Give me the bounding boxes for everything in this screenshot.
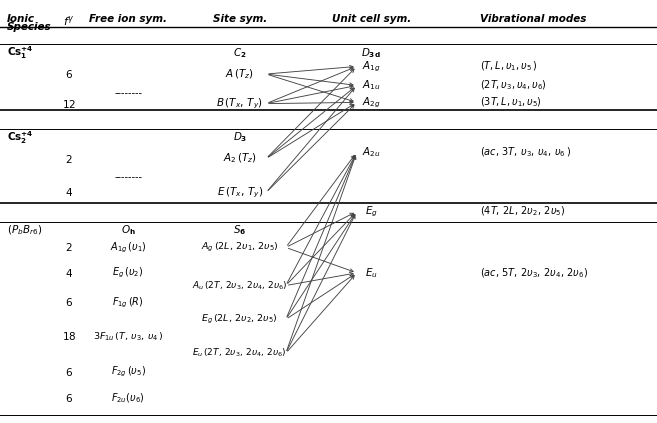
Text: $\mathit{F_{2u}(\upsilon_6)}$: $\mathit{F_{2u}(\upsilon_6)}$	[111, 392, 145, 405]
Text: $\mathit{E_g\,(\upsilon_2)}$: $\mathit{E_g\,(\upsilon_2)}$	[112, 266, 144, 280]
Text: $\mathit{A_2\,(T_z)}$: $\mathit{A_2\,(T_z)}$	[223, 152, 257, 165]
Text: $\mathit{f}^{\mathit{\gamma}}$: $\mathit{f}^{\mathit{\gamma}}$	[63, 14, 75, 28]
Text: $\mathbf{\mathit{D}_3}$: $\mathbf{\mathit{D}_3}$	[233, 131, 247, 144]
Text: $\mathit{E_g\,(2L,\,2\upsilon_2,\,2\upsilon_5)}$: $\mathit{E_g\,(2L,\,2\upsilon_2,\,2\upsi…	[202, 313, 278, 326]
Text: $\mathbf{\mathit{D}_{3d}}$: $\mathbf{\mathit{D}_{3d}}$	[361, 46, 381, 60]
Text: $(T, L, \upsilon_1, \upsilon_5\,)$: $(T, L, \upsilon_1, \upsilon_5\,)$	[480, 60, 537, 73]
Text: $\mathit{6}$: $\mathit{6}$	[65, 297, 73, 308]
Text: $\mathbf{\mathit{S}_6}$: $\mathbf{\mathit{S}_6}$	[233, 224, 246, 237]
Text: Ionic: Ionic	[7, 14, 35, 25]
Text: $\mathit{E_u}$: $\mathit{E_u}$	[365, 266, 378, 280]
Text: Free ion sym.: Free ion sym.	[89, 14, 167, 25]
Text: $\mathbf{Cs_2^{+4}}$: $\mathbf{Cs_2^{+4}}$	[7, 129, 34, 146]
Text: $\mathit{4}$: $\mathit{4}$	[65, 187, 73, 198]
Text: $(3T, L, \upsilon_1, \upsilon_5)$: $(3T, L, \upsilon_1, \upsilon_5)$	[480, 96, 541, 109]
Text: $\mathit{A_{1u}}$: $\mathit{A_{1u}}$	[362, 79, 380, 92]
Text: $(ac,\,3T,\,\upsilon_3,\,\upsilon_4,\,\upsilon_6\,)$: $(ac,\,3T,\,\upsilon_3,\,\upsilon_4,\,\u…	[480, 146, 570, 159]
Text: $\mathit{E_u\,(2T,\,2\upsilon_3,\,2\upsilon_4,\,2\upsilon_6)}$: $\mathit{E_u\,(2T,\,2\upsilon_3,\,2\upsi…	[193, 347, 287, 360]
Text: $\mathit{4}$: $\mathit{4}$	[65, 267, 73, 279]
Text: $\mathit{18}$: $\mathit{18}$	[62, 330, 76, 342]
Text: $\mathbf{Cs_1^{+4}}$: $\mathbf{Cs_1^{+4}}$	[7, 44, 34, 61]
Text: $\mathit{B\,(T_x,\,T_y)}$: $\mathit{B\,(T_x,\,T_y)}$	[216, 96, 263, 111]
Text: Vibrational modes: Vibrational modes	[480, 14, 586, 25]
Text: Unit cell sym.: Unit cell sym.	[332, 14, 411, 25]
Text: $\mathit{6}$: $\mathit{6}$	[65, 366, 73, 378]
Text: $\mathit{6}$: $\mathit{6}$	[65, 68, 73, 80]
Text: $\mathit{6}$: $\mathit{6}$	[65, 393, 73, 404]
Text: $\mathbf{\mathit{O}_h}$: $\mathbf{\mathit{O}_h}$	[121, 224, 135, 237]
Text: $(4T,\,2L,\,2\upsilon_2,\,2\upsilon_5)$: $(4T,\,2L,\,2\upsilon_2,\,2\upsilon_5)$	[480, 205, 565, 218]
Text: $\mathit{A_{2g}}$: $\mathit{A_{2g}}$	[362, 95, 380, 110]
Text: $(2T, \upsilon_3, \upsilon_4, \upsilon_6)$: $(2T, \upsilon_3, \upsilon_4, \upsilon_6…	[480, 79, 547, 92]
Text: $\mathit{E\,(T_x,\,T_y)}$: $\mathit{E\,(T_x,\,T_y)}$	[217, 185, 263, 200]
Text: $\mathit{A\,(T_z)}$: $\mathit{A\,(T_z)}$	[225, 67, 254, 81]
Text: $\mathit{A_u\,(2T,\,2\upsilon_3,\,2\upsilon_4,\,2\upsilon_6)}$: $\mathit{A_u\,(2T,\,2\upsilon_3,\,2\upsi…	[192, 279, 288, 292]
Text: --------: --------	[114, 88, 142, 98]
Text: $\mathit{E_g}$: $\mathit{E_g}$	[365, 204, 378, 219]
Text: $\mathit{2}$: $\mathit{2}$	[65, 153, 73, 165]
Text: $(ac,\,5T,\,2\upsilon_3,\,2\upsilon_4,\,2\upsilon_6)$: $(ac,\,5T,\,2\upsilon_3,\,2\upsilon_4,\,…	[480, 266, 587, 280]
Text: $\mathit{A_{2u}}$: $\mathit{A_{2u}}$	[362, 146, 380, 159]
Text: $\mathit{A_g\,(2L,\,2\upsilon_1,\,2\upsilon_5)}$: $\mathit{A_g\,(2L,\,2\upsilon_1,\,2\upsi…	[201, 241, 279, 254]
Text: $\mathit{3F_{1u}\,(T,\,\upsilon_3,\,\upsilon_4\,)}$: $\mathit{3F_{1u}\,(T,\,\upsilon_3,\,\ups…	[93, 330, 164, 343]
Text: $\mathit{A_{1g}\,(\upsilon_1)}$: $\mathit{A_{1g}\,(\upsilon_1)}$	[110, 240, 147, 255]
Text: $\mathit{2}$: $\mathit{2}$	[65, 242, 73, 253]
Text: $(\mathit{P_bB_{r6}})$: $(\mathit{P_bB_{r6}})$	[7, 224, 42, 237]
Text: $\mathit{12}$: $\mathit{12}$	[62, 98, 76, 110]
Text: Site sym.: Site sym.	[213, 14, 267, 25]
Text: Species: Species	[7, 22, 51, 32]
Text: $\mathit{A_{1g}}$: $\mathit{A_{1g}}$	[362, 59, 380, 74]
Text: $\mathbf{\mathit{C}_2}$: $\mathbf{\mathit{C}_2}$	[233, 46, 246, 60]
Text: $\mathit{F_{2g}\,(\upsilon_5)}$: $\mathit{F_{2g}\,(\upsilon_5)}$	[110, 365, 146, 379]
Text: $\mathit{F_{1g}\,(R)}$: $\mathit{F_{1g}\,(R)}$	[112, 295, 144, 310]
Text: --------: --------	[114, 172, 142, 182]
